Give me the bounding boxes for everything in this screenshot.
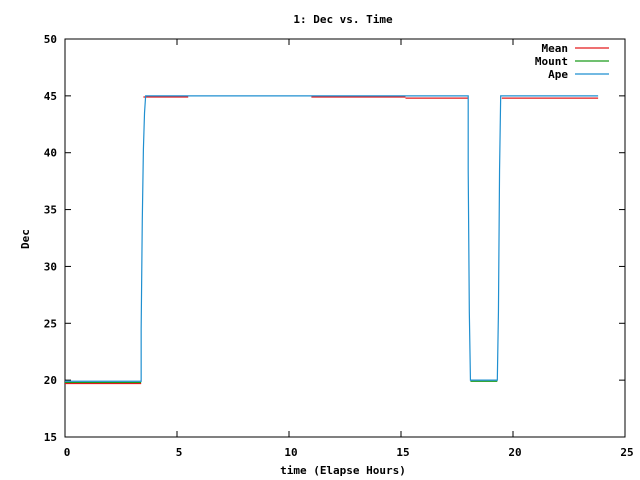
x-axis-label: time (Elapse Hours) bbox=[280, 464, 406, 477]
plot-frame bbox=[64, 38, 626, 438]
y-axis: 15 20 25 30 35 40 45 50 bbox=[44, 33, 625, 444]
x-tick-label: 25 bbox=[620, 446, 633, 459]
y-tick-label: 45 bbox=[44, 90, 57, 103]
legend-label: Mean bbox=[542, 42, 569, 55]
y-tick-label: 50 bbox=[44, 33, 57, 46]
legend-label: Mount bbox=[535, 55, 568, 68]
x-tick-label: 5 bbox=[176, 446, 183, 459]
x-tick-label: 20 bbox=[508, 446, 521, 459]
x-tick-label: 15 bbox=[396, 446, 409, 459]
legend-label: Ape bbox=[548, 68, 568, 81]
x-tick-label: 0 bbox=[64, 446, 71, 459]
y-tick-label: 15 bbox=[44, 431, 57, 444]
y-axis-label: Dec bbox=[19, 229, 32, 249]
x-tick-label: 10 bbox=[284, 446, 297, 459]
y-tick-label: 35 bbox=[44, 204, 57, 217]
x-axis: 0 5 10 15 20 25 bbox=[64, 39, 634, 459]
y-tick-label: 20 bbox=[44, 374, 57, 387]
chart-title: 1: Dec vs. Time bbox=[293, 13, 393, 26]
y-tick-label: 30 bbox=[44, 260, 57, 273]
y-tick-label: 25 bbox=[44, 317, 57, 330]
series-layer bbox=[65, 95, 599, 385]
series-ape-line bbox=[65, 95, 599, 382]
y-tick-label: 40 bbox=[44, 147, 57, 160]
